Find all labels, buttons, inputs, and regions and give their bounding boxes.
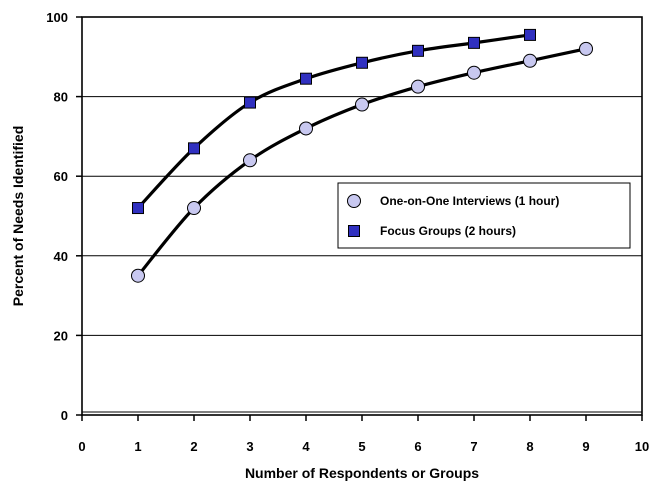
legend: One-on-One Interviews (1 hour) Focus Grou…	[337, 182, 631, 249]
x-tick-label: 10	[635, 439, 649, 454]
x-tick-label: 7	[470, 439, 477, 454]
data-point	[299, 121, 313, 136]
legend-box	[337, 182, 631, 249]
data-point	[524, 28, 536, 41]
data-point	[187, 201, 201, 216]
x-axis: 0 1 2 3 4 5 6 7 8 9 10	[78, 415, 649, 454]
series-1	[131, 41, 593, 283]
data-point	[356, 56, 368, 69]
data-point	[579, 41, 593, 56]
data-point	[468, 36, 480, 49]
y-tick-label: 0	[61, 408, 68, 423]
x-tick-label: 3	[246, 439, 253, 454]
data-point	[523, 53, 537, 68]
data-point	[411, 79, 425, 94]
series-2	[132, 28, 536, 215]
legend-marker	[347, 194, 361, 208]
series-line	[136, 33, 532, 210]
x-tick-label: 2	[190, 439, 197, 454]
x-tick-label: 8	[526, 439, 533, 454]
data-point	[467, 65, 481, 80]
x-tick-label: 5	[358, 439, 365, 454]
y-tick-label: 100	[46, 10, 68, 25]
series-layer	[131, 28, 593, 283]
data-point	[300, 72, 312, 85]
x-tick-label: 1	[134, 439, 141, 454]
y-tick-label: 60	[54, 169, 68, 184]
y-tick-label: 40	[54, 249, 68, 264]
legend-marker	[348, 225, 360, 237]
x-tick-label: 6	[414, 439, 421, 454]
data-point	[243, 153, 257, 168]
data-point	[188, 142, 200, 155]
y-axis-title: Percent of Needs Identified	[10, 126, 26, 306]
legend-label: Focus Groups (2 hours)	[380, 224, 516, 238]
data-point	[131, 268, 145, 283]
data-point	[412, 44, 424, 57]
legend-label: One-on-One Interviews (1 hour)	[380, 194, 559, 208]
x-axis-title: Number of Respondents or Groups	[245, 465, 479, 481]
series-line	[136, 47, 588, 278]
gridlines	[82, 96, 642, 413]
x-tick-label: 4	[302, 439, 310, 454]
x-tick-label: 0	[78, 439, 85, 454]
data-point	[244, 96, 256, 109]
y-tick-label: 20	[54, 328, 68, 343]
data-point	[355, 97, 369, 112]
data-point	[132, 202, 144, 215]
x-tick-label: 9	[582, 439, 589, 454]
y-axis: 0 20 40 60 80 100	[46, 10, 82, 423]
y-tick-label: 80	[54, 90, 68, 105]
